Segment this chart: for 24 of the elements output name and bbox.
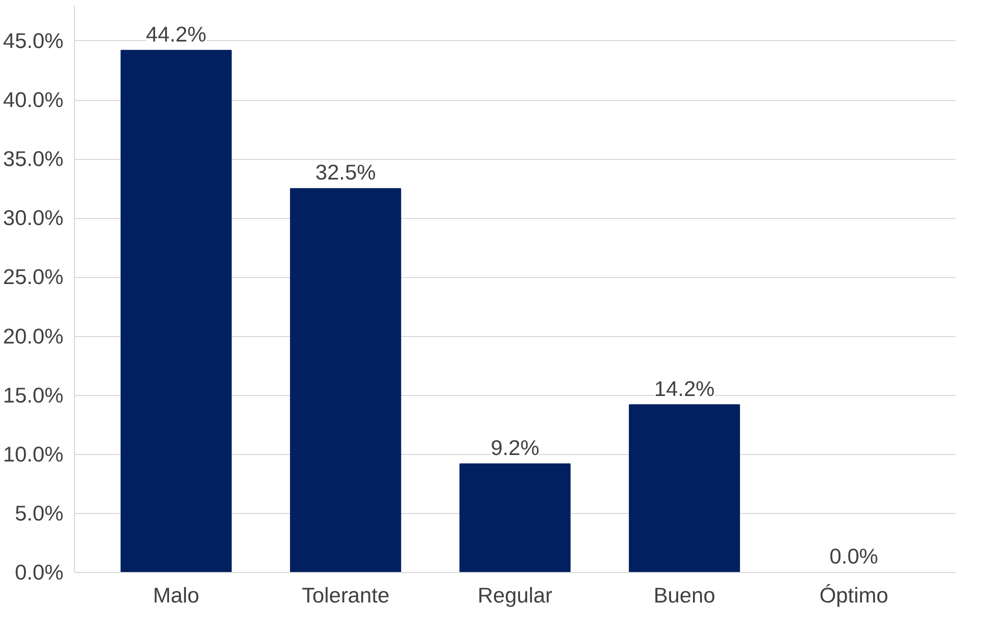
bar xyxy=(628,404,740,572)
x-tick-label: Tolerante xyxy=(302,584,390,608)
data-label: 14.2% xyxy=(654,376,715,401)
data-label: 9.2% xyxy=(490,436,540,460)
y-tick-label: 30.0% xyxy=(3,206,64,230)
x-tick-label: Bueno xyxy=(654,584,716,608)
bar xyxy=(459,463,571,572)
y-tick-label: 10.0% xyxy=(3,442,64,466)
y-tick-label: 40.0% xyxy=(3,88,64,112)
bar xyxy=(120,50,232,572)
data-label: 0.0% xyxy=(830,544,878,568)
y-tick-label: 25.0% xyxy=(3,265,64,290)
y-tick-label: 15.0% xyxy=(3,383,64,408)
bar xyxy=(290,188,402,572)
data-label: 32.5% xyxy=(315,160,376,185)
y-tick-label: 5.0% xyxy=(14,501,64,526)
data-label: 44.2% xyxy=(146,22,206,46)
x-tick-label: Óptimo xyxy=(819,584,888,608)
y-tick-label: 0.0% xyxy=(14,560,64,584)
y-tick-label: 35.0% xyxy=(3,147,64,172)
x-tick-label: Regular xyxy=(478,584,552,608)
x-tick-label: Malo xyxy=(153,584,200,608)
y-tick-label: 45.0% xyxy=(3,28,64,53)
y-tick-label: 20.0% xyxy=(3,324,64,348)
